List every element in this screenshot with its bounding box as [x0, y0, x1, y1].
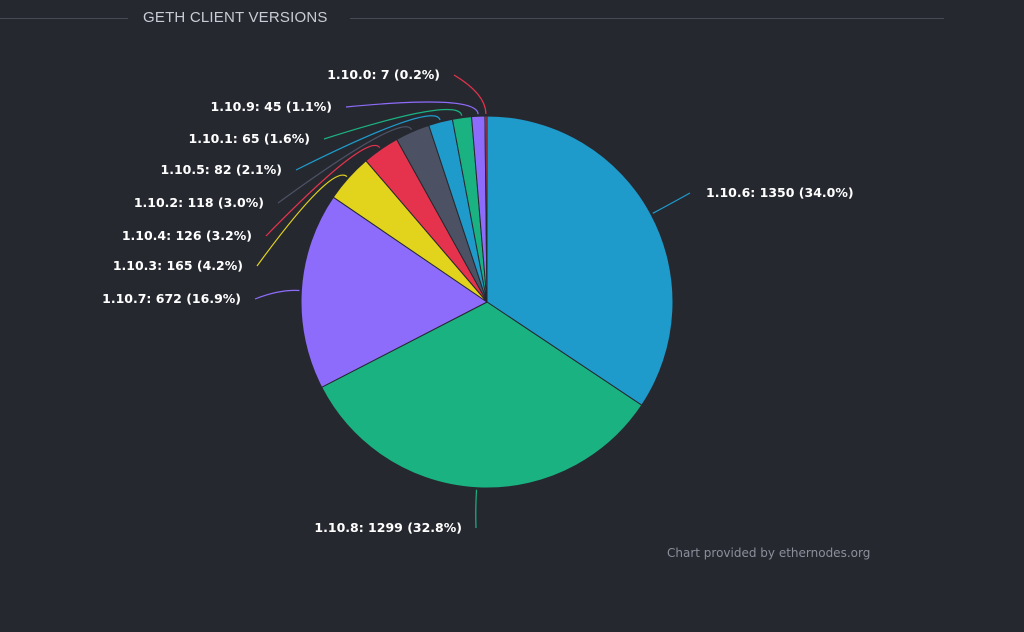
data-label-1-10-1: 1.10.1: 65 (1.6%) — [189, 131, 310, 146]
data-label-1-10-6: 1.10.6: 1350 (34.0%) — [706, 185, 854, 200]
pie-slice-1-10-0[interactable] — [484, 115, 488, 303]
label-connector-1-10-8 — [475, 489, 478, 529]
data-label-1-10-3: 1.10.3: 165 (4.2%) — [113, 258, 243, 273]
data-label-1-10-4: 1.10.4: 126 (3.2%) — [122, 228, 252, 243]
label-connector-1-10-4 — [265, 144, 381, 237]
data-labels: 1.10.6: 1350 (34.0%) 1.10.8: 1299 (32.8%)… — [102, 67, 853, 535]
data-label-1-10-7: 1.10.7: 672 (16.9%) — [102, 291, 241, 306]
label-connector-1-10-1 — [323, 108, 463, 140]
label-connector-1-10-3 — [256, 174, 348, 267]
label-connectors — [254, 74, 691, 529]
data-label-1-10-5: 1.10.5: 82 (2.1%) — [161, 162, 282, 177]
label-connector-1-10-6 — [652, 192, 691, 214]
pie-slice-1-10-7[interactable] — [300, 196, 488, 388]
header-divider-left — [0, 18, 128, 19]
label-connector-1-10-9 — [345, 101, 479, 115]
data-label-1-10-0: 1.10.0: 7 (0.2%) — [327, 67, 440, 82]
data-label-1-10-2: 1.10.2: 118 (3.0%) — [134, 195, 264, 210]
data-label-1-10-8: 1.10.8: 1299 (32.8%) — [314, 520, 462, 535]
label-connector-1-10-0 — [453, 74, 487, 115]
data-label-1-10-9: 1.10.9: 45 (1.1%) — [211, 99, 332, 114]
header-divider-right — [350, 18, 944, 19]
chart-title: GETH CLIENT VERSIONS — [143, 9, 328, 26]
label-connector-1-10-5 — [295, 115, 441, 171]
label-connector-1-10-7 — [254, 289, 300, 300]
label-connector-1-10-2 — [277, 126, 413, 204]
pie-slice-1-10-8[interactable] — [321, 301, 643, 489]
section-header: GETH CLIENT VERSIONS — [0, 0, 1024, 36]
pie-slices — [300, 115, 674, 489]
chart-credit: Chart provided by ethernodes.org — [667, 546, 871, 560]
